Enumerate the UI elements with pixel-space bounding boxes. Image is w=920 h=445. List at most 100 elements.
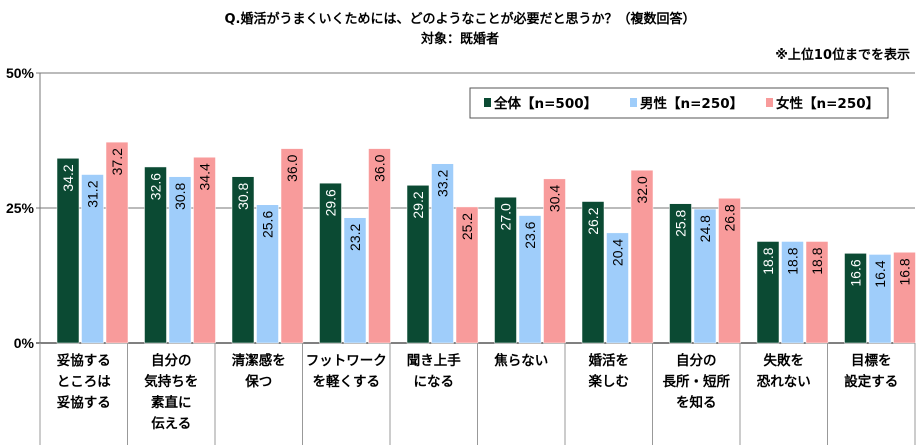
x-tick-label-line: 失敗を [764,352,805,369]
bar [756,241,780,344]
data-label: 30.8 [235,182,251,209]
bar [81,174,104,344]
x-tick-label-line: 婚活を [589,352,630,369]
bar [256,204,279,344]
x-tick-label-line: を軽くする [313,373,381,390]
chart-title: Q.婚活がうまくいくためには、どのようなことが必要だと思うか？（複数回答） [224,12,696,27]
bar [168,176,192,344]
legend-label: 全体【n=500】 [493,95,597,112]
x-tick-label-line: 自分の [151,352,192,369]
bar [406,185,430,344]
x-tick-label-line: 焦らない [493,352,548,369]
x-tick-label-line: 保つ [244,373,272,390]
x-tick-label-line: を知る [676,394,717,411]
x-tick-label: 清潔感を保つ [232,352,286,390]
bar [518,215,542,344]
legend-swatch [766,98,773,107]
data-label: 32.0 [634,176,650,203]
data-label: 36.0 [284,154,300,181]
x-tick-label: 妥協するところは妥協する [57,352,111,411]
data-label: 24.8 [697,215,713,242]
bar [455,206,479,344]
x-tick-label-line: になる [414,374,455,390]
bar [781,241,804,344]
legend-box [469,87,889,119]
bar [893,252,916,344]
data-label: 23.6 [522,221,538,248]
data-label: 23.2 [347,224,363,251]
data-label: 30.8 [172,182,188,209]
data-label: 18.8 [809,247,825,274]
data-label: 16.4 [872,260,888,287]
bar [231,176,255,344]
data-label: 18.8 [760,247,776,274]
data-label: 36.0 [372,154,388,181]
bar [105,141,129,344]
data-label: 26.8 [722,204,738,231]
data-label: 25.2 [459,213,475,240]
data-label: 37.2 [109,148,125,175]
data-label: 34.4 [197,163,213,190]
x-tick-label-line: 気持ちを [144,373,198,390]
bar [606,232,629,344]
data-label: 32.6 [148,173,164,200]
x-tick-label-line: 自分の [676,352,717,369]
data-label: 26.2 [585,207,601,234]
x-tick-label-line: 妥協する [57,394,111,411]
x-tick-label-line: 目標を [851,352,892,369]
y-tick-label: 0% [14,335,35,351]
legend-swatch [630,98,637,107]
x-tick-label-line: 素直に [151,394,192,411]
x-tick-label: 目標を設定する [844,352,898,390]
bar [844,253,867,344]
data-label: 29.6 [323,189,339,216]
x-tick-label-line: 恐れない [757,374,811,390]
x-tick-label: 婚活を楽しむ [588,352,630,390]
bar [718,198,741,344]
y-tick-label: 50% [6,65,35,81]
chart-subtitle: 対象：既婚者 [420,32,499,47]
bar [56,158,80,344]
x-tick-label-line: 聞き上手 [407,352,461,369]
x-tick-label-line: 妥協する [57,352,111,369]
bar [693,208,717,344]
bar [868,254,892,344]
x-tick-label-line: 設定する [844,373,898,390]
bar [431,163,454,344]
x-tick-label-line: ところは [57,374,111,390]
y-tick-label: 25% [6,200,35,216]
bar [280,148,304,344]
data-label: 25.6 [260,211,276,238]
bar [805,241,829,344]
data-label: 34.2 [60,164,76,191]
x-tick-label: 自分の長所・短所を知る [663,352,731,411]
x-tick-label: フットワークを軽くする [306,353,387,390]
legend-label: 男性【n=250】 [640,95,743,112]
data-label: 16.6 [848,259,864,286]
bar [543,178,566,344]
data-label: 31.2 [85,180,101,207]
x-tick-label: 聞き上手になる [407,352,461,390]
x-tick-label: 失敗を恐れない [757,352,811,390]
x-tick-label-line: 清潔感を [232,352,286,369]
x-tick-label: 焦らない [493,352,548,369]
data-label: 18.8 [785,247,801,274]
bar [494,196,517,344]
data-label: 25.8 [673,209,689,236]
bar [669,203,692,344]
x-tick-label: 自分の気持ちを素直に伝える [144,352,198,432]
bar [630,169,654,344]
data-label: 33.2 [435,170,451,197]
data-label: 20.4 [610,239,626,266]
chart-note: ※上位10位までを表示 [775,48,910,63]
data-label: 29.2 [410,191,426,218]
x-tick-label-line: 長所・短所 [663,373,731,390]
x-tick-label-line: フットワーク [306,353,387,369]
bar [343,217,367,344]
legend-swatch [484,98,491,107]
x-tick-label-line: 楽しむ [588,373,630,390]
data-label: 30.4 [547,185,563,212]
legend-label: 女性【n=250】 [776,95,879,112]
